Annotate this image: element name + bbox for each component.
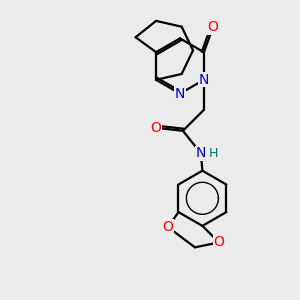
- Text: N: N: [196, 146, 206, 160]
- Text: O: O: [163, 220, 173, 234]
- Text: N: N: [199, 73, 209, 87]
- Text: O: O: [151, 121, 161, 135]
- Text: N: N: [175, 87, 185, 100]
- Text: O: O: [214, 236, 224, 249]
- Text: O: O: [208, 20, 218, 34]
- Text: H: H: [209, 147, 218, 160]
